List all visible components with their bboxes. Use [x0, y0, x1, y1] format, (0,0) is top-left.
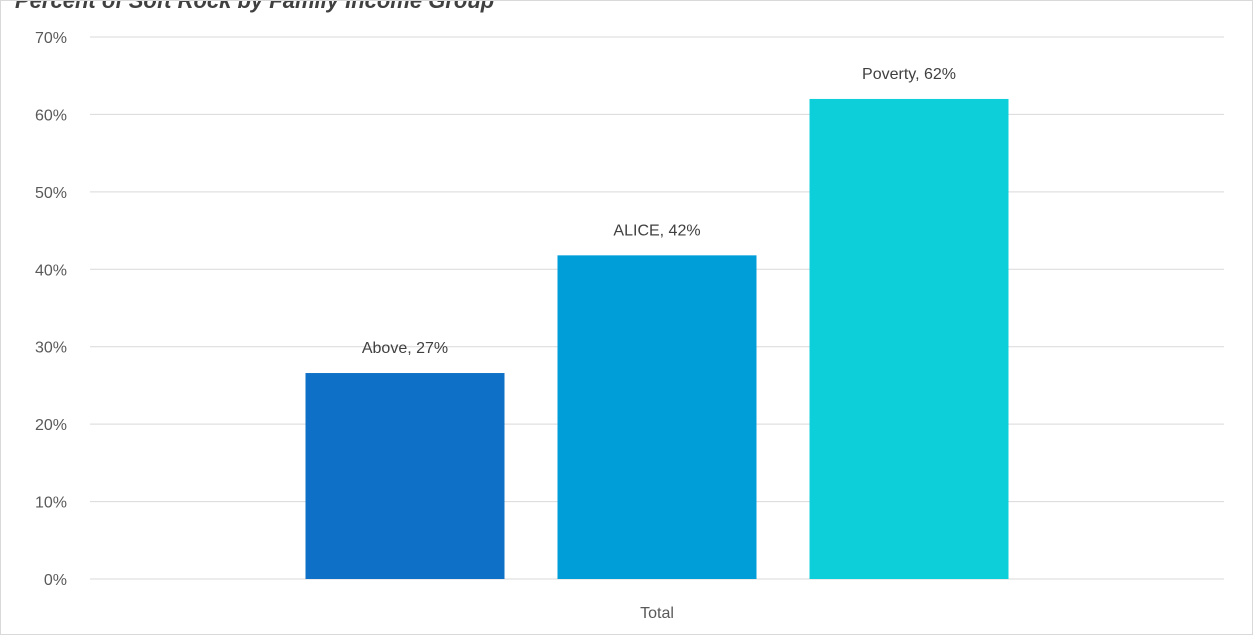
bars [305, 98, 1009, 579]
y-tick-label: 50% [35, 185, 67, 202]
bar-poverty [809, 98, 1009, 579]
y-tick-label: 70% [35, 30, 67, 47]
x-category-label: Total [640, 605, 674, 622]
x-axis-category-labels: Total [640, 605, 674, 622]
chart-title: Percent of Soft Rock by Family Income Gr… [15, 0, 495, 13]
bar-above [305, 373, 505, 579]
y-axis-tick-labels: 0% 10% 20% 30% 40% 50% 60% 70% [35, 30, 67, 589]
y-tick-label: 10% [35, 495, 67, 512]
y-tick-label: 60% [35, 107, 67, 124]
data-labels: Above, 27% ALICE, 42% Poverty, 62% [362, 66, 956, 357]
y-tick-label: 40% [35, 262, 67, 279]
y-tick-label: 30% [35, 340, 67, 357]
data-label-poverty: Poverty, 62% [862, 66, 956, 83]
y-tick-label: 0% [44, 572, 67, 589]
y-tick-label: 20% [35, 417, 67, 434]
bar-alice [557, 255, 757, 579]
data-label-alice: ALICE, 42% [613, 222, 700, 239]
data-label-above: Above, 27% [362, 340, 448, 357]
